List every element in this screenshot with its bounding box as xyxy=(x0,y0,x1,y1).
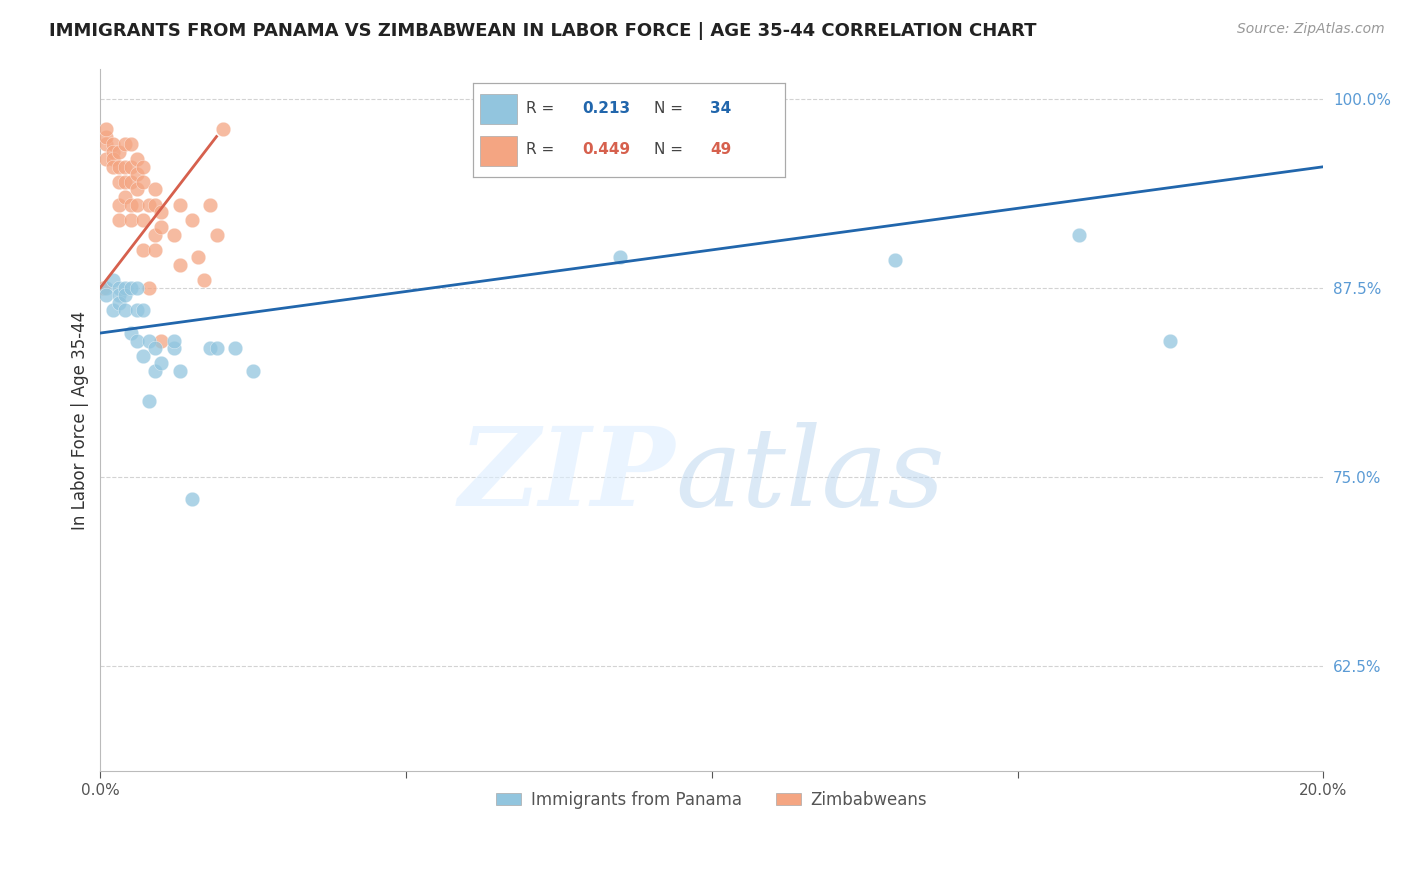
Point xyxy=(96,288,118,302)
Point xyxy=(163,341,186,355)
Point xyxy=(193,273,215,287)
Point xyxy=(101,273,124,287)
Legend: Immigrants from Panama, Zimbabweans: Immigrants from Panama, Zimbabweans xyxy=(489,784,934,816)
Point xyxy=(169,258,191,272)
Point xyxy=(169,364,191,378)
Point xyxy=(145,227,167,242)
Point xyxy=(224,341,246,355)
Point xyxy=(205,227,228,242)
Point xyxy=(181,492,204,507)
Point xyxy=(145,364,167,378)
Point xyxy=(609,251,631,265)
Point xyxy=(120,281,142,295)
Point xyxy=(200,341,222,355)
Point xyxy=(120,197,142,211)
Point xyxy=(138,197,160,211)
Text: ZIP: ZIP xyxy=(458,423,675,530)
Point xyxy=(132,303,155,318)
Point xyxy=(150,356,173,370)
Point xyxy=(120,212,142,227)
Point xyxy=(132,160,155,174)
Point xyxy=(114,288,136,302)
Point xyxy=(120,137,142,152)
Point xyxy=(101,303,124,318)
Point xyxy=(107,175,129,189)
Point xyxy=(163,334,186,348)
Point xyxy=(163,227,186,242)
Text: atlas: atlas xyxy=(675,423,945,530)
Text: Source: ZipAtlas.com: Source: ZipAtlas.com xyxy=(1237,22,1385,37)
Point xyxy=(114,137,136,152)
Point xyxy=(145,243,167,257)
Point xyxy=(1159,334,1181,348)
Point xyxy=(125,182,148,196)
Point xyxy=(96,152,118,166)
Y-axis label: In Labor Force | Age 35-44: In Labor Force | Age 35-44 xyxy=(72,310,89,530)
Point xyxy=(120,160,142,174)
Point xyxy=(96,122,118,136)
Point xyxy=(107,197,129,211)
Point xyxy=(211,122,233,136)
Point xyxy=(132,243,155,257)
Point xyxy=(169,197,191,211)
Point xyxy=(145,341,167,355)
Point xyxy=(125,152,148,166)
Point xyxy=(101,160,124,174)
Point xyxy=(107,212,129,227)
Point xyxy=(884,253,907,268)
Point xyxy=(1067,227,1090,242)
Point xyxy=(114,281,136,295)
Point xyxy=(242,364,264,378)
Point xyxy=(107,145,129,159)
Point xyxy=(205,341,228,355)
Point xyxy=(96,129,118,144)
Point xyxy=(138,281,160,295)
Point xyxy=(187,251,209,265)
Point xyxy=(145,182,167,196)
Point xyxy=(150,334,173,348)
Point xyxy=(120,326,142,340)
Point xyxy=(125,167,148,181)
Point xyxy=(132,175,155,189)
Point xyxy=(145,197,167,211)
Point xyxy=(107,288,129,302)
Point xyxy=(114,303,136,318)
Point xyxy=(125,334,148,348)
Point xyxy=(101,152,124,166)
Point xyxy=(138,394,160,409)
Point xyxy=(132,212,155,227)
Point xyxy=(120,175,142,189)
Point xyxy=(101,137,124,152)
Point xyxy=(107,295,129,310)
Point xyxy=(114,175,136,189)
Point xyxy=(150,220,173,235)
Point xyxy=(125,197,148,211)
Point xyxy=(181,212,204,227)
Point xyxy=(96,137,118,152)
Text: IMMIGRANTS FROM PANAMA VS ZIMBABWEAN IN LABOR FORCE | AGE 35-44 CORRELATION CHAR: IMMIGRANTS FROM PANAMA VS ZIMBABWEAN IN … xyxy=(49,22,1036,40)
Point xyxy=(150,205,173,219)
Point xyxy=(107,160,129,174)
Point xyxy=(93,281,115,295)
Point xyxy=(114,190,136,204)
Point xyxy=(200,197,222,211)
Point xyxy=(132,349,155,363)
Point xyxy=(107,281,129,295)
Point xyxy=(125,281,148,295)
Point xyxy=(96,281,118,295)
Point xyxy=(125,303,148,318)
Point xyxy=(138,334,160,348)
Point xyxy=(101,145,124,159)
Point xyxy=(114,160,136,174)
